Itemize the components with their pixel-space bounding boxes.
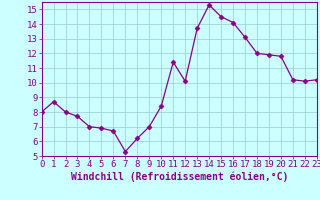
X-axis label: Windchill (Refroidissement éolien,°C): Windchill (Refroidissement éolien,°C) xyxy=(70,172,288,182)
